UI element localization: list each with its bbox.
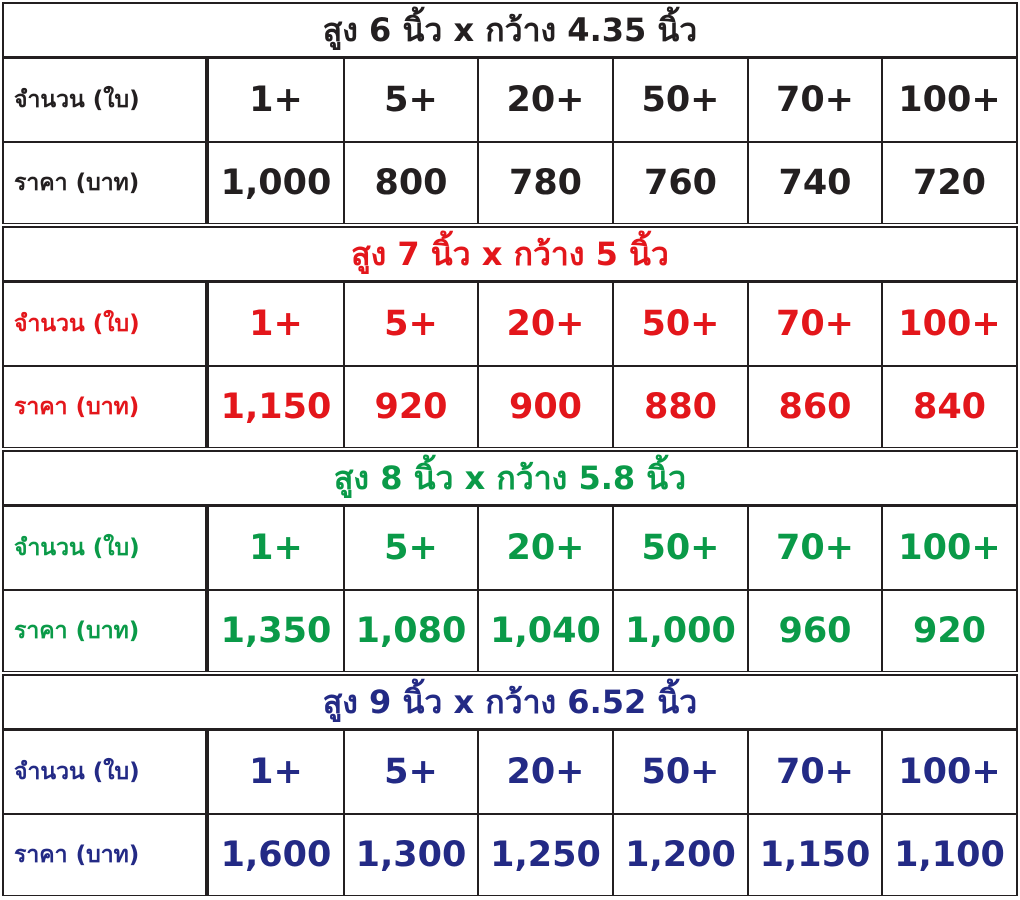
quantity-value: 100+ [882,506,1018,590]
quantity-value: 20+ [478,730,613,814]
quantity-value: 100+ [882,58,1018,142]
price-value: 880 [613,366,748,448]
price-value: 1,600 [208,814,344,896]
price-value: 1,200 [613,814,748,896]
price-value: 1,250 [478,814,613,896]
price-value: 900 [478,366,613,448]
quantity-value: 1+ [208,506,344,590]
price-value: 1,300 [344,814,478,896]
quantity-value: 20+ [478,506,613,590]
price-value: 740 [748,142,882,224]
quantity-value: 50+ [613,506,748,590]
price-label: ราคา (บาท) [2,142,208,224]
quantity-label: จำนวน (ใบ) [2,730,208,814]
quantity-value: 5+ [344,506,478,590]
price-value: 920 [344,366,478,448]
quantity-value: 100+ [882,282,1018,366]
quantity-value: 20+ [478,58,613,142]
price-value: 780 [478,142,613,224]
section-title: สูง 8 นิ้ว x กว้าง 5.8 นิ้ว [2,450,1018,506]
quantity-value: 100+ [882,730,1018,814]
price-value: 720 [882,142,1018,224]
price-value: 960 [748,590,882,672]
price-value: 840 [882,366,1018,448]
price-value: 800 [344,142,478,224]
quantity-value: 70+ [748,282,882,366]
quantity-value: 50+ [613,730,748,814]
quantity-value: 1+ [208,282,344,366]
price-label: ราคา (บาท) [2,590,208,672]
price-value: 1,000 [208,142,344,224]
price-value: 1,100 [882,814,1018,896]
price-value: 1,150 [208,366,344,448]
quantity-value: 70+ [748,506,882,590]
section-title: สูง 6 นิ้ว x กว้าง 4.35 นิ้ว [2,2,1018,58]
quantity-value: 50+ [613,58,748,142]
price-value: 1,040 [478,590,613,672]
price-value: 1,000 [613,590,748,672]
quantity-value: 70+ [748,58,882,142]
price-value: 760 [613,142,748,224]
price-value: 860 [748,366,882,448]
quantity-label: จำนวน (ใบ) [2,506,208,590]
price-value: 1,150 [748,814,882,896]
quantity-value: 5+ [344,58,478,142]
price-value: 920 [882,590,1018,672]
quantity-value: 5+ [344,282,478,366]
quantity-value: 20+ [478,282,613,366]
price-value: 1,080 [344,590,478,672]
quantity-value: 70+ [748,730,882,814]
quantity-value: 50+ [613,282,748,366]
section-title: สูง 9 นิ้ว x กว้าง 6.52 นิ้ว [2,674,1018,730]
price-label: ราคา (บาท) [2,366,208,448]
quantity-value: 5+ [344,730,478,814]
quantity-value: 1+ [208,58,344,142]
quantity-value: 1+ [208,730,344,814]
quantity-label: จำนวน (ใบ) [2,282,208,366]
price-value: 1,350 [208,590,344,672]
quantity-label: จำนวน (ใบ) [2,58,208,142]
section-title: สูง 7 นิ้ว x กว้าง 5 นิ้ว [2,226,1018,282]
price-label: ราคา (บาท) [2,814,208,896]
